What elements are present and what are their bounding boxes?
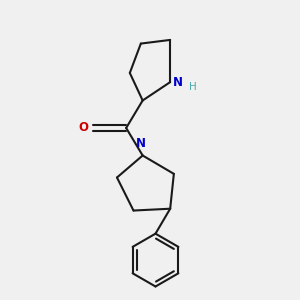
- Text: O: O: [79, 121, 89, 134]
- Text: H: H: [188, 82, 196, 92]
- Text: N: N: [173, 76, 183, 88]
- Text: N: N: [136, 137, 146, 150]
